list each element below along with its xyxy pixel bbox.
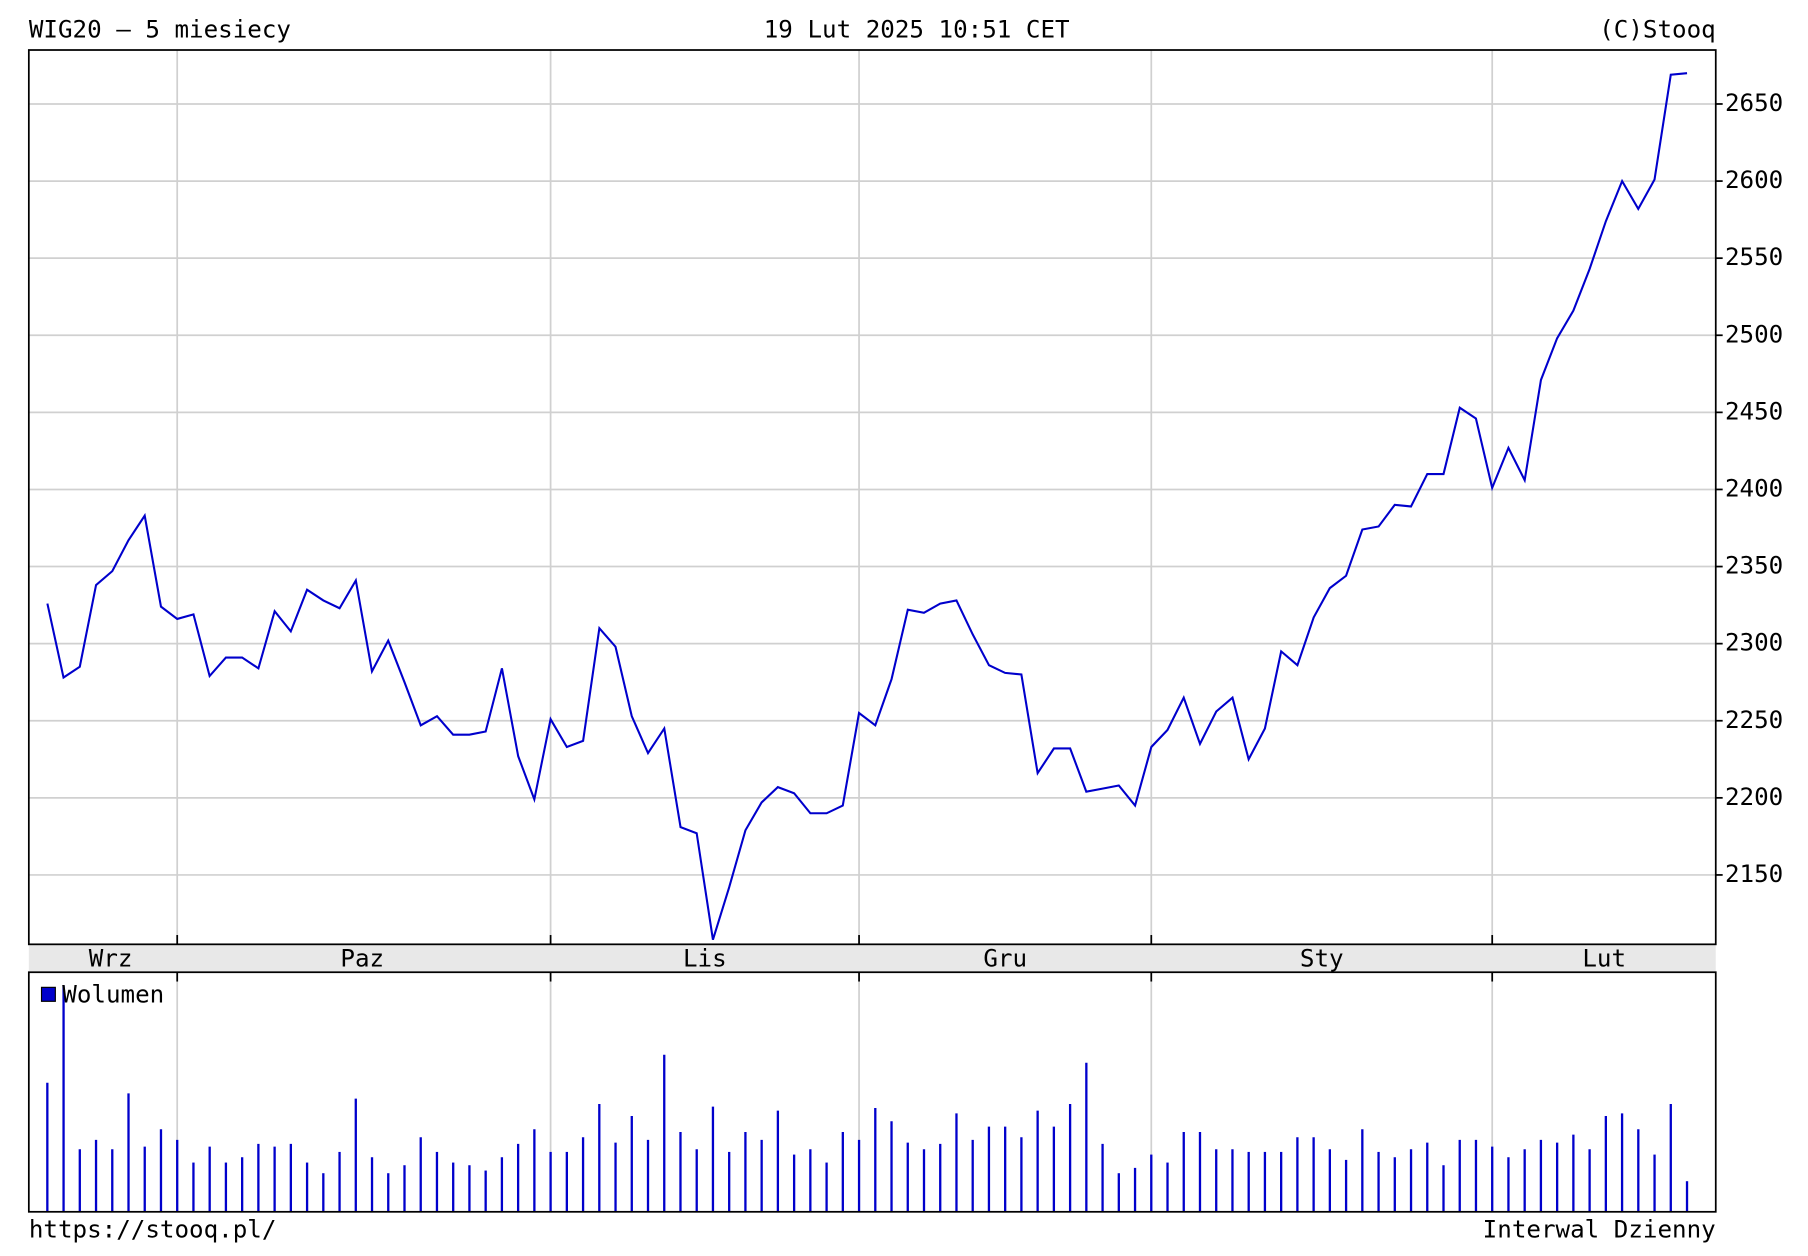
y-tick-label: 2500 [1725,319,1783,348]
x-tick-label: Lut [1582,943,1626,972]
y-tick-label: 2550 [1725,242,1783,271]
y-tick-label: 2300 [1725,628,1783,657]
copyright: (C)Stooq [1599,14,1716,43]
y-tick-label: 2450 [1725,396,1783,425]
y-tick-label: 2650 [1725,88,1783,117]
y-tick-label: 2350 [1725,550,1783,579]
x-tick-label: Gru [983,943,1027,972]
legend-swatch [40,986,56,1002]
y-tick-label: 2250 [1725,705,1783,734]
legend-label: Wolumen [62,979,164,1008]
chart-title: WIG20 – 5 miesiecy [29,14,291,43]
y-tick-label: 2150 [1725,859,1783,888]
x-tick-label: Lis [683,943,727,972]
month-bar [28,944,1716,973]
footer-interval: Interwal Dzienny [1483,1214,1716,1243]
y-tick-label: 2400 [1725,473,1783,502]
price-frame [27,49,1717,946]
y-tick-label: 2200 [1725,782,1783,811]
date: 19 Lut 2025 10:51 CET [764,14,1070,43]
x-tick-label: Paz [340,943,384,972]
footer-url: https://stooq.pl/ [29,1214,277,1243]
price-line [46,72,1688,940]
x-tick-label: Sty [1300,943,1344,972]
y-tick-label: 2600 [1725,165,1783,194]
x-tick-label: Wrz [89,943,133,972]
plot-layer: 2150 2200 2250 2300 2350 2400 2450 2500 2550 2600… [28,50,1783,1212]
volume-frame [27,971,1717,1213]
